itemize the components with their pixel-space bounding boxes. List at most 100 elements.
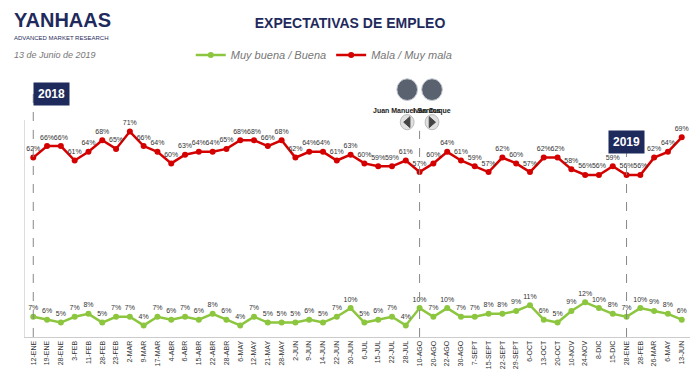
svg-text:7%: 7% xyxy=(180,304,190,311)
svg-text:65%: 65% xyxy=(109,136,123,143)
svg-text:62%: 62% xyxy=(288,145,302,152)
svg-text:Juan Manuel Santos: Juan Manuel Santos xyxy=(373,107,441,114)
svg-text:64%: 64% xyxy=(661,139,675,146)
svg-text:62%: 62% xyxy=(647,145,661,152)
svg-text:7%: 7% xyxy=(428,304,438,311)
svg-text:4%: 4% xyxy=(401,313,411,320)
svg-text:3-FEB: 3-FEB xyxy=(71,340,78,360)
svg-text:66%: 66% xyxy=(54,134,68,141)
svg-text:13-JUN: 13-JUN xyxy=(678,341,685,365)
svg-text:7%: 7% xyxy=(621,304,631,311)
svg-text:30-AGO: 30-AGO xyxy=(457,340,464,366)
svg-text:EXPECTATIVAS DE EMPLEO: EXPECTATIVAS DE EMPLEO xyxy=(255,15,446,31)
svg-text:11-FEB: 11-FEB xyxy=(85,340,92,364)
svg-text:64%: 64% xyxy=(316,139,330,146)
svg-text:9-MAR: 9-MAR xyxy=(140,341,147,363)
svg-text:60%: 60% xyxy=(509,151,523,158)
svg-text:28-ABR: 28-ABR xyxy=(223,341,230,366)
svg-text:6%: 6% xyxy=(42,307,52,314)
svg-text:21-MAY: 21-MAY xyxy=(264,340,271,365)
svg-text:28-MAY: 28-MAY xyxy=(278,340,285,365)
svg-text:6-MAY: 6-MAY xyxy=(664,340,671,361)
svg-text:28-ENE: 28-ENE xyxy=(57,340,64,365)
svg-text:15-SEPT: 15-SEPT xyxy=(485,340,492,369)
svg-text:2019: 2019 xyxy=(613,135,640,149)
svg-text:22-ABR: 22-ABR xyxy=(209,341,216,366)
svg-text:64%: 64% xyxy=(81,139,95,146)
svg-text:10%: 10% xyxy=(633,296,647,303)
svg-text:5%: 5% xyxy=(263,310,273,317)
svg-text:6-ABR: 6-ABR xyxy=(181,341,188,362)
svg-text:11%: 11% xyxy=(523,293,537,300)
svg-text:64%: 64% xyxy=(440,139,454,146)
svg-text:2-JUN: 2-JUN xyxy=(292,341,299,361)
svg-text:13-OCT: 13-OCT xyxy=(540,340,547,366)
svg-text:6%: 6% xyxy=(166,307,176,314)
svg-text:64%: 64% xyxy=(302,139,316,146)
svg-text:57%: 57% xyxy=(413,160,427,167)
svg-text:62%: 62% xyxy=(551,145,565,152)
svg-text:4%: 4% xyxy=(139,313,149,320)
svg-text:20-OCT: 20-OCT xyxy=(554,340,561,366)
svg-text:ADVANCED MARKET RESEARCH: ADVANCED MARKET RESEARCH xyxy=(14,35,108,41)
svg-text:61%: 61% xyxy=(399,148,413,155)
svg-text:8-DIC: 8-DIC xyxy=(595,341,602,359)
svg-text:4-ABR: 4-ABR xyxy=(168,341,175,362)
svg-text:59%: 59% xyxy=(468,154,482,161)
svg-text:57%: 57% xyxy=(482,160,496,167)
svg-text:13 de Junio de 2019: 13 de Junio de 2019 xyxy=(14,50,96,60)
svg-text:9%: 9% xyxy=(511,298,521,305)
svg-text:59%: 59% xyxy=(371,154,385,161)
svg-text:56%: 56% xyxy=(633,162,647,169)
svg-text:7%: 7% xyxy=(70,304,80,311)
svg-text:56%: 56% xyxy=(592,162,606,169)
svg-text:59%: 59% xyxy=(606,154,620,161)
svg-text:26-MAR: 26-MAR xyxy=(650,341,657,367)
svg-text:7%: 7% xyxy=(470,304,480,311)
svg-text:61%: 61% xyxy=(330,148,344,155)
svg-text:58%: 58% xyxy=(564,157,578,164)
svg-text:7%: 7% xyxy=(111,304,121,311)
svg-text:19-ENE: 19-ENE xyxy=(43,340,50,365)
svg-text:7%: 7% xyxy=(332,304,342,311)
svg-text:61%: 61% xyxy=(68,148,82,155)
svg-text:10-NOV: 10-NOV xyxy=(568,340,575,366)
svg-text:28-FEB: 28-FEB xyxy=(99,340,106,364)
svg-text:10-AGO: 10-AGO xyxy=(416,340,423,366)
svg-text:56%: 56% xyxy=(578,162,592,169)
svg-text:10%: 10% xyxy=(413,296,427,303)
svg-text:20-AGO: 20-AGO xyxy=(430,340,437,366)
svg-text:10%: 10% xyxy=(592,296,606,303)
svg-text:6%: 6% xyxy=(539,307,549,314)
svg-text:68%: 68% xyxy=(275,128,289,135)
svg-text:12%: 12% xyxy=(578,290,592,297)
svg-text:64%: 64% xyxy=(192,139,206,146)
svg-text:7%: 7% xyxy=(387,304,397,311)
svg-text:7%: 7% xyxy=(28,304,38,311)
svg-text:22-JUL: 22-JUL xyxy=(388,341,395,364)
svg-text:15-ABR: 15-ABR xyxy=(195,341,202,366)
svg-text:56%: 56% xyxy=(620,162,634,169)
svg-text:7%: 7% xyxy=(456,304,466,311)
svg-text:64%: 64% xyxy=(150,139,164,146)
svg-text:66%: 66% xyxy=(137,134,151,141)
svg-text:12-ENE: 12-ENE xyxy=(30,340,37,365)
svg-text:9-JUN: 9-JUN xyxy=(305,341,312,361)
svg-text:60%: 60% xyxy=(357,151,371,158)
svg-text:29-SEPT: 29-SEPT xyxy=(512,340,519,369)
svg-text:15-DIC: 15-DIC xyxy=(609,341,616,363)
svg-text:28-JUL: 28-JUL xyxy=(402,341,409,364)
svg-text:7%: 7% xyxy=(249,304,259,311)
svg-text:9%: 9% xyxy=(649,298,659,305)
svg-text:8%: 8% xyxy=(83,301,93,308)
svg-text:5%: 5% xyxy=(290,310,300,317)
svg-text:7%: 7% xyxy=(152,304,162,311)
svg-text:68%: 68% xyxy=(233,128,247,135)
svg-text:15-JUL: 15-JUL xyxy=(374,341,381,364)
svg-text:6-OCT: 6-OCT xyxy=(526,340,533,362)
svg-text:5%: 5% xyxy=(277,310,287,317)
svg-text:7%: 7% xyxy=(125,304,135,311)
svg-text:71%: 71% xyxy=(123,119,137,126)
svg-text:Muy buena / Buena: Muy buena / Buena xyxy=(231,49,326,61)
svg-text:28-ENE: 28-ENE xyxy=(623,340,630,365)
